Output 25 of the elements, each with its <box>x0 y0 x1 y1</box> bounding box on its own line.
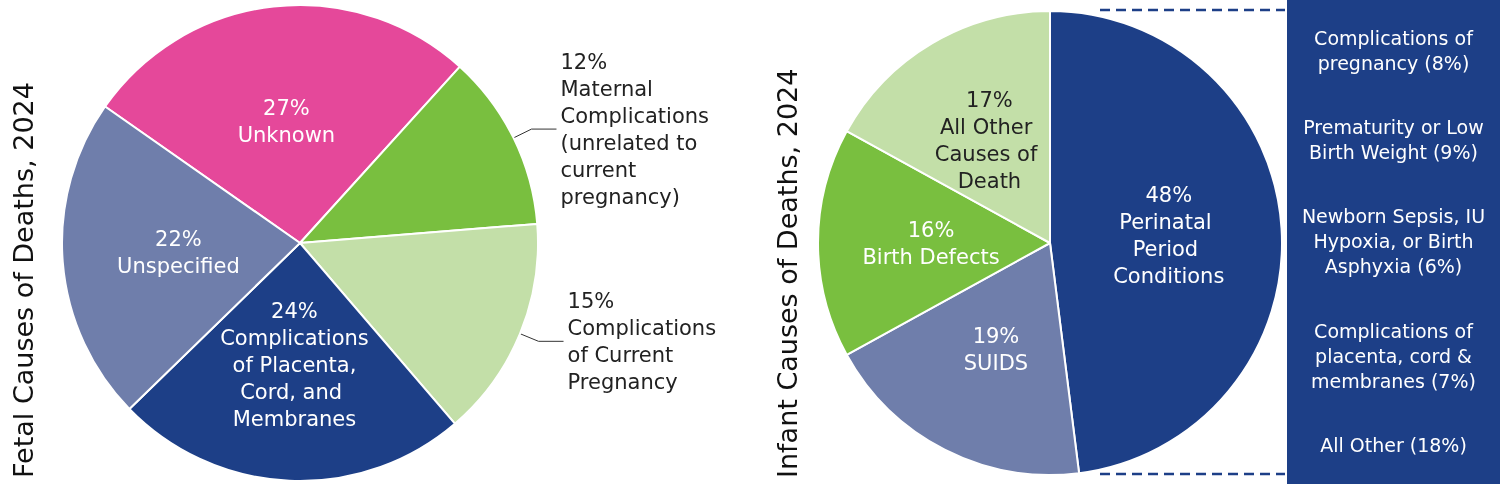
slice-label: Birth Defects <box>862 244 1000 269</box>
data-label: 15% <box>567 288 615 313</box>
text: Infant Causes of Deaths, 2024 <box>772 68 803 478</box>
text: Prematurity or Low Birth Weight (9%) <box>1302 115 1485 166</box>
slice-label: Unspecified <box>117 254 240 279</box>
slice-label: All Other Causes of Death <box>934 115 1045 194</box>
text: All Other (18%) <box>1320 433 1467 459</box>
slice-label: Complications of Placenta, Cord, and Membranes <box>220 325 369 431</box>
text: Newborn Sepsis, IU Hypoxia, or Birth Asphyxia (6%) <box>1300 204 1487 280</box>
data-label: 17% <box>966 88 1013 113</box>
data-label: 12% <box>560 49 608 74</box>
data-label: 19% <box>972 323 1020 348</box>
text: Fetal Causes of Deaths, 2024 <box>8 82 39 478</box>
slice-label: SUIDS <box>963 350 1029 375</box>
data-label: 27% <box>263 96 310 121</box>
data-label: 22% <box>155 227 202 252</box>
text: Complications of placenta, cord & membranes (7%) <box>1310 318 1477 394</box>
data-label: 48% <box>1145 183 1193 208</box>
data-label: 24% <box>271 298 318 323</box>
slice-label: Unknown <box>237 123 336 148</box>
text: Complications of pregnancy (8%) <box>1313 25 1475 76</box>
data-label: 16% <box>907 217 955 242</box>
slice-label: Perinatal Period Conditions <box>1113 210 1225 289</box>
slice-label: Complications of Current Pregnancy <box>567 315 723 394</box>
slice-label: Maternal Complications (unrelated to current pregnancy) <box>560 76 716 209</box>
